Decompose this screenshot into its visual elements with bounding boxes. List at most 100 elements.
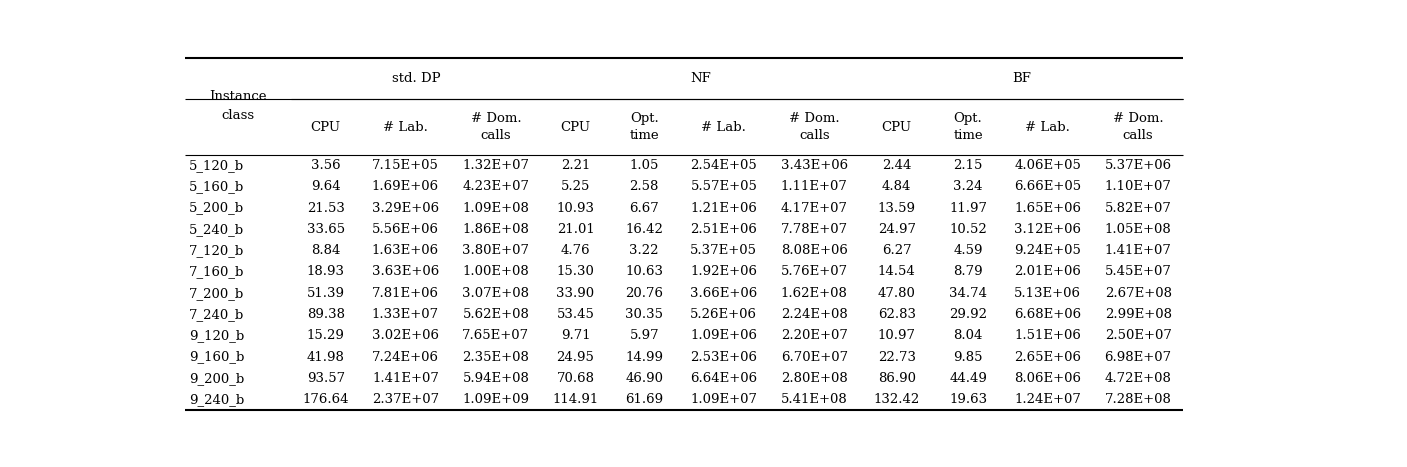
Text: Opt.
time: Opt. time [954, 112, 983, 142]
Text: 2.20E+07: 2.20E+07 [781, 329, 848, 342]
Text: 4.06E+05: 4.06E+05 [1014, 159, 1081, 172]
Text: 33.65: 33.65 [307, 223, 345, 236]
Text: 9_200_b: 9_200_b [189, 372, 245, 385]
Text: 18.93: 18.93 [307, 265, 345, 278]
Text: 5_120_b: 5_120_b [189, 159, 243, 172]
Text: 19.63: 19.63 [948, 393, 988, 406]
Text: 4.59: 4.59 [954, 244, 983, 257]
Text: 3.07E+08: 3.07E+08 [463, 287, 529, 300]
Text: 7.28E+08: 7.28E+08 [1104, 393, 1172, 406]
Text: 1.51E+06: 1.51E+06 [1014, 329, 1081, 342]
Text: 1.21E+06: 1.21E+06 [691, 202, 757, 215]
Text: 2.58: 2.58 [629, 180, 658, 193]
Text: 7.65E+07: 7.65E+07 [463, 329, 529, 342]
Text: 2.67E+08: 2.67E+08 [1104, 287, 1172, 300]
Text: 41.98: 41.98 [307, 351, 345, 363]
Text: 2.44: 2.44 [882, 159, 912, 172]
Text: 29.92: 29.92 [950, 308, 988, 321]
Text: 2.35E+08: 2.35E+08 [463, 351, 529, 363]
Text: 10.93: 10.93 [557, 202, 595, 215]
Text: 1.09E+07: 1.09E+07 [691, 393, 757, 406]
Text: # Dom.
calls: # Dom. calls [1113, 112, 1164, 142]
Text: 1.62E+08: 1.62E+08 [781, 287, 848, 300]
Text: 24.97: 24.97 [878, 223, 916, 236]
Text: 2.15: 2.15 [954, 159, 982, 172]
Text: 9.71: 9.71 [561, 329, 591, 342]
Text: 5.76E+07: 5.76E+07 [781, 265, 848, 278]
Text: 1.09E+09: 1.09E+09 [463, 393, 529, 406]
Text: 3.22: 3.22 [629, 244, 658, 257]
Text: 4.72E+08: 4.72E+08 [1104, 372, 1172, 385]
Text: 7_240_b: 7_240_b [189, 308, 245, 321]
Text: 10.97: 10.97 [878, 329, 916, 342]
Text: 9_120_b: 9_120_b [189, 329, 245, 342]
Text: 2.53E+06: 2.53E+06 [691, 351, 757, 363]
Text: 9_160_b: 9_160_b [189, 351, 245, 363]
Text: 5.37E+06: 5.37E+06 [1104, 159, 1172, 172]
Text: 44.49: 44.49 [950, 372, 986, 385]
Text: 2.01E+06: 2.01E+06 [1014, 265, 1081, 278]
Text: 3.02E+06: 3.02E+06 [371, 329, 439, 342]
Text: 14.54: 14.54 [878, 265, 916, 278]
Text: Opt.
time: Opt. time [629, 112, 658, 142]
Text: 6.27: 6.27 [882, 244, 912, 257]
Text: 5_160_b: 5_160_b [189, 180, 245, 193]
Text: # Lab.: # Lab. [701, 120, 746, 134]
Text: 30.35: 30.35 [625, 308, 663, 321]
Text: 11.97: 11.97 [950, 202, 988, 215]
Text: 5.57E+05: 5.57E+05 [691, 180, 757, 193]
Text: 2.99E+08: 2.99E+08 [1104, 308, 1172, 321]
Text: 8.08E+06: 8.08E+06 [781, 244, 848, 257]
Text: 15.30: 15.30 [557, 265, 594, 278]
Text: 6.70E+07: 6.70E+07 [781, 351, 848, 363]
Text: 1.24E+07: 1.24E+07 [1014, 393, 1081, 406]
Text: 2.80E+08: 2.80E+08 [781, 372, 847, 385]
Text: 70.68: 70.68 [557, 372, 595, 385]
Text: 5.56E+06: 5.56E+06 [371, 223, 439, 236]
Text: 20.76: 20.76 [625, 287, 663, 300]
Text: 86.90: 86.90 [878, 372, 916, 385]
Text: 62.83: 62.83 [878, 308, 916, 321]
Text: 1.63E+06: 1.63E+06 [371, 244, 439, 257]
Text: 2.51E+06: 2.51E+06 [691, 223, 757, 236]
Text: 4.76: 4.76 [561, 244, 591, 257]
Text: 1.41E+07: 1.41E+07 [371, 372, 439, 385]
Text: 7_200_b: 7_200_b [189, 287, 245, 300]
Text: 8.06E+06: 8.06E+06 [1014, 372, 1081, 385]
Text: 2.65E+06: 2.65E+06 [1014, 351, 1081, 363]
Text: 5.25: 5.25 [561, 180, 590, 193]
Text: 4.84: 4.84 [882, 180, 912, 193]
Text: 2.21: 2.21 [561, 159, 590, 172]
Text: 21.01: 21.01 [557, 223, 594, 236]
Text: 2.50E+07: 2.50E+07 [1104, 329, 1172, 342]
Text: 5.37E+05: 5.37E+05 [691, 244, 757, 257]
Text: 1.10E+07: 1.10E+07 [1104, 180, 1172, 193]
Text: 1.05E+08: 1.05E+08 [1104, 223, 1172, 236]
Text: 5.13E+06: 5.13E+06 [1014, 287, 1081, 300]
Text: CPU: CPU [560, 120, 591, 134]
Text: 3.80E+07: 3.80E+07 [463, 244, 529, 257]
Text: 3.63E+06: 3.63E+06 [371, 265, 439, 278]
Text: 8.04: 8.04 [954, 329, 982, 342]
Text: 1.65E+06: 1.65E+06 [1014, 202, 1081, 215]
Text: 1.32E+07: 1.32E+07 [463, 159, 529, 172]
Text: 5.82E+07: 5.82E+07 [1104, 202, 1172, 215]
Text: 6.67: 6.67 [629, 202, 658, 215]
Text: 53.45: 53.45 [557, 308, 594, 321]
Text: 5.26E+06: 5.26E+06 [691, 308, 757, 321]
Text: 1.86E+08: 1.86E+08 [463, 223, 529, 236]
Text: 2.54E+05: 2.54E+05 [691, 159, 757, 172]
Text: 1.09E+06: 1.09E+06 [691, 329, 757, 342]
Text: 3.56: 3.56 [311, 159, 340, 172]
Text: 5.41E+08: 5.41E+08 [781, 393, 847, 406]
Text: 3.12E+06: 3.12E+06 [1014, 223, 1081, 236]
Text: 114.91: 114.91 [553, 393, 598, 406]
Text: 93.57: 93.57 [307, 372, 345, 385]
Text: 89.38: 89.38 [307, 308, 345, 321]
Text: 7.78E+07: 7.78E+07 [781, 223, 848, 236]
Text: 15.29: 15.29 [307, 329, 345, 342]
Text: 5_240_b: 5_240_b [189, 223, 243, 236]
Text: # Dom.
calls: # Dom. calls [789, 112, 840, 142]
Text: BF: BF [1012, 72, 1031, 85]
Text: 5.45E+07: 5.45E+07 [1104, 265, 1172, 278]
